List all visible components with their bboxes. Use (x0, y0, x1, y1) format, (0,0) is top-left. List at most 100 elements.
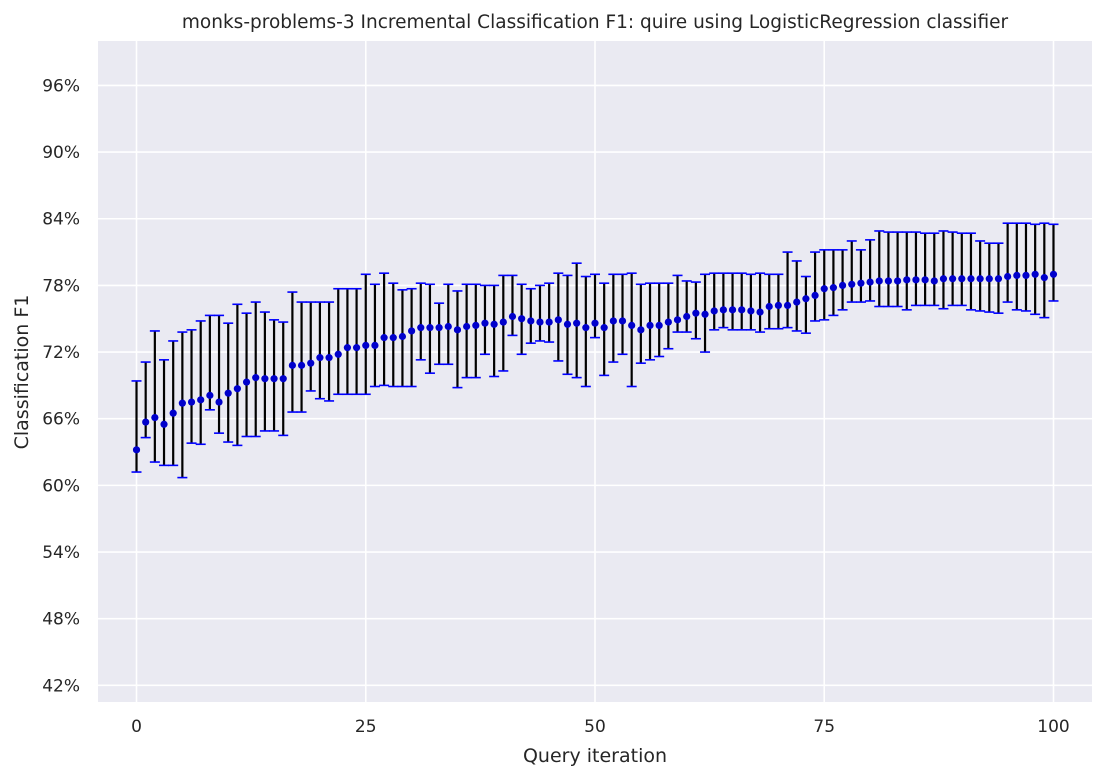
data-point (1040, 274, 1048, 282)
data-point (573, 319, 581, 327)
data-point (921, 276, 929, 284)
data-point (132, 446, 141, 454)
data-point (1022, 271, 1030, 280)
x-tick-label: 0 (131, 717, 142, 737)
y-tick-label: 48% (42, 610, 80, 630)
grid (98, 41, 1092, 702)
data-point (215, 398, 223, 406)
data-point (692, 309, 700, 317)
x-tick-label: 25 (355, 717, 377, 737)
data-point (958, 275, 966, 283)
data-point (334, 350, 342, 358)
data-point (637, 326, 645, 334)
data-point (527, 317, 535, 325)
data-point (582, 324, 590, 332)
data-point (1049, 270, 1058, 278)
data-point (563, 320, 572, 328)
data-point (380, 334, 388, 342)
y-tick-label: 78% (42, 276, 80, 296)
x-tick-label: 50 (584, 717, 606, 737)
data-point (160, 420, 168, 428)
data-point (481, 319, 489, 327)
data-point (664, 318, 672, 326)
data-point (426, 324, 434, 332)
data-point (398, 332, 407, 341)
data-point (967, 275, 975, 283)
data-point (545, 318, 553, 326)
data-point (591, 319, 599, 327)
data-point (600, 324, 608, 332)
data-point (838, 281, 847, 290)
data-point (472, 321, 480, 329)
y-tick-label: 66% (42, 410, 80, 430)
data-point (738, 306, 746, 314)
data-point (389, 334, 397, 342)
data-points (132, 270, 1058, 454)
data-point (187, 398, 196, 406)
y-tick-label: 90% (42, 143, 80, 163)
y-tick-label: 60% (42, 476, 80, 496)
data-point (848, 280, 856, 288)
data-point (261, 375, 269, 383)
y-axis-label: Classification F1 (11, 295, 33, 450)
data-point (536, 318, 544, 326)
data-point (1031, 270, 1039, 278)
data-point (783, 301, 792, 309)
data-point (802, 295, 810, 303)
data-point (142, 418, 150, 426)
y-tick-label: 96% (42, 76, 80, 96)
data-point (307, 359, 315, 367)
data-point (316, 354, 324, 362)
data-point (976, 275, 984, 283)
data-point (793, 298, 801, 306)
data-point (288, 361, 296, 369)
data-point (673, 316, 682, 324)
data-point (820, 285, 828, 293)
data-point (463, 322, 471, 331)
data-point (701, 310, 709, 318)
data-point (169, 409, 177, 417)
data-point (609, 317, 617, 325)
data-point (408, 327, 416, 335)
data-point (875, 277, 883, 285)
data-point (646, 321, 654, 329)
data-point (178, 399, 186, 407)
data-point (270, 375, 278, 383)
data-point (655, 321, 663, 329)
data-point (1004, 272, 1012, 281)
data-point (352, 344, 361, 352)
data-point (518, 315, 526, 323)
x-tick-label: 75 (813, 717, 835, 737)
data-point (233, 385, 241, 393)
data-point (912, 276, 920, 284)
data-point (903, 276, 911, 284)
data-point (811, 291, 819, 300)
y-tick-label: 72% (42, 343, 80, 363)
data-point (151, 414, 159, 422)
data-point (994, 275, 1003, 283)
data-point (197, 396, 205, 404)
y-tick-label: 42% (42, 676, 80, 696)
data-point (279, 375, 287, 383)
data-point (508, 312, 517, 321)
data-point (765, 302, 773, 311)
data-point (719, 306, 727, 314)
data-point (985, 275, 993, 283)
data-point (618, 317, 627, 325)
data-point (362, 341, 370, 349)
data-point (949, 275, 957, 283)
data-point (224, 389, 232, 397)
data-point (1013, 271, 1021, 280)
data-point (774, 301, 782, 309)
data-point (371, 341, 379, 349)
data-point (930, 277, 938, 285)
data-point (554, 316, 562, 324)
y-tick-label: 54% (42, 543, 80, 563)
data-point (829, 284, 838, 292)
data-point (435, 324, 443, 332)
data-point (453, 326, 462, 334)
data-point (499, 318, 507, 326)
data-point (728, 306, 737, 314)
data-point (710, 307, 718, 315)
data-point (297, 361, 306, 369)
